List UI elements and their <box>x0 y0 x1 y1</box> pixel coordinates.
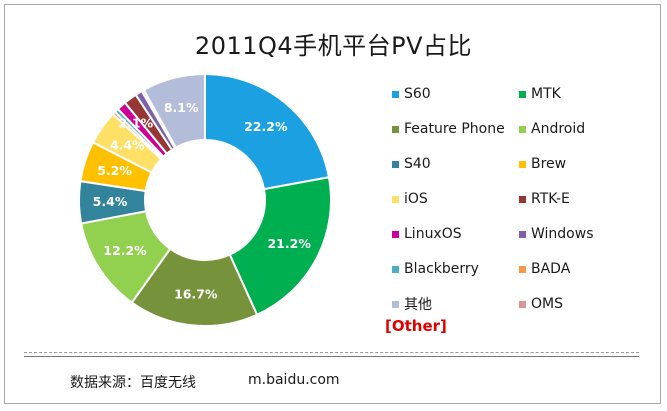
legend-swatch <box>392 300 399 308</box>
legend-swatch <box>392 195 399 203</box>
slice-feature-phone <box>130 247 259 327</box>
legend: S60 MTK Feature Phone Android S40 Brew iOS RTK-… <box>392 84 652 324</box>
legend-label: S60 <box>404 86 431 102</box>
data-label-s40: 5.4% <box>93 194 128 209</box>
legend-label: RTK-E <box>531 191 570 207</box>
legend-item-blackberry: Blackberry <box>392 259 479 279</box>
legend-swatch <box>392 125 399 133</box>
legend-label: Android <box>531 121 586 137</box>
legend-label: BADA <box>531 261 571 277</box>
chart-title: 2011Q4手机平台PV占比 <box>194 32 473 60</box>
legend-label: Windows <box>531 226 594 242</box>
source-site: m.baidu.com <box>248 372 340 388</box>
legend-swatch <box>519 230 526 238</box>
legend-label: Blackberry <box>404 261 479 277</box>
legend-item-android: Android <box>519 119 585 139</box>
legend-item-feature-phone: Feature Phone <box>392 119 505 139</box>
legend-label: MTK <box>531 86 561 102</box>
legend-item-brew: Brew <box>519 154 566 174</box>
data-label-android: 12.2% <box>103 243 147 258</box>
data-label-s60: 22.2% <box>244 119 288 134</box>
legend-label: 其他 <box>404 297 432 313</box>
data-label-other: 8.1% <box>164 100 199 115</box>
legend-swatch <box>519 195 526 203</box>
data-source: 数据来源：百度无线 <box>70 375 196 391</box>
legend-item-bada: BADA <box>519 259 570 279</box>
legend-item-s60: S60 <box>392 84 431 104</box>
legend-swatch <box>519 300 526 308</box>
legend-label: iOS <box>404 191 428 207</box>
data-label-combined-small: 2.1% <box>118 116 153 131</box>
legend-label: S40 <box>404 156 431 172</box>
legend-label: OMS <box>531 296 563 312</box>
data-label-brew: 5.2% <box>97 163 132 178</box>
legend-other-note: [Other] <box>385 317 447 335</box>
legend-item-oms: OMS <box>519 294 563 314</box>
divider-solid <box>24 356 639 357</box>
legend-item-windows: Windows <box>519 224 594 244</box>
legend-swatch <box>392 90 399 98</box>
legend-swatch <box>519 125 526 133</box>
legend-swatch <box>392 230 399 238</box>
legend-swatch <box>519 90 526 98</box>
legend-item-other: 其他 <box>392 294 432 314</box>
slice-s60 <box>204 72 331 191</box>
legend-item-ios: iOS <box>392 189 428 209</box>
slice-mtk <box>228 176 332 317</box>
data-label-feature-phone: 16.7% <box>174 287 218 302</box>
legend-swatch <box>392 160 399 168</box>
legend-label: LinuxOS <box>404 226 462 242</box>
legend-swatch <box>519 160 526 168</box>
data-label-ios: 4.4% <box>110 137 145 152</box>
slice-other <box>142 72 206 149</box>
legend-label: Feature Phone <box>404 121 505 137</box>
legend-item-linuxos: LinuxOS <box>392 224 462 244</box>
data-label-mtk: 21.2% <box>267 236 311 251</box>
legend-item-rtk-e: RTK-E <box>519 189 570 209</box>
legend-swatch <box>392 265 399 273</box>
legend-item-s40: S40 <box>392 154 431 174</box>
divider-dashed <box>24 352 639 353</box>
legend-item-mtk: MTK <box>519 84 561 104</box>
legend-swatch <box>519 265 526 273</box>
legend-label: Brew <box>531 156 567 172</box>
